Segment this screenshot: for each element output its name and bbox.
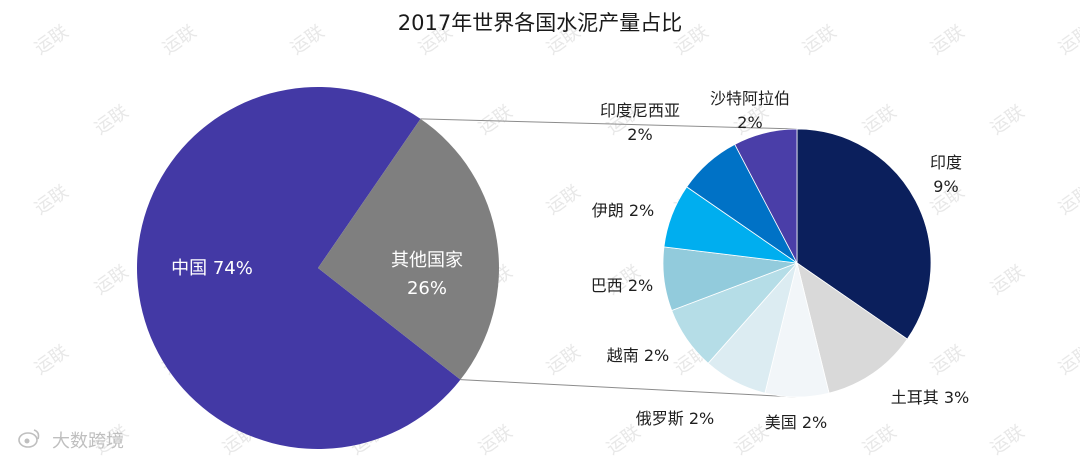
watermark-text: 运联	[927, 21, 969, 59]
slice-labels: 中国 74% 其他国家 26% 印度 9% 土耳其 3% 美国 2% 俄罗斯 2% 越南 2% 巴…	[171, 89, 969, 432]
main-pie-slice	[137, 86, 461, 449]
watermark-text: 运联	[287, 21, 329, 59]
watermark-text: 运联	[475, 421, 517, 459]
watermark-text: 运联	[159, 21, 201, 59]
watermark-text: 运联	[31, 181, 73, 219]
watermark-text: 运联	[91, 101, 133, 139]
detail-slice-label: 巴西 2%	[591, 276, 653, 295]
main-slice-value: 26%	[407, 278, 447, 299]
watermark-text: 运联	[987, 261, 1029, 299]
brand-watermark: 大数跨境	[18, 429, 124, 452]
watermark-text: 运联	[1055, 21, 1080, 59]
watermark-text: 运联	[859, 101, 901, 139]
watermark-text: 运联	[1055, 181, 1080, 219]
watermark-text: 运联	[927, 341, 969, 379]
detail-pie-slice	[796, 262, 908, 394]
main-slice-label: 其他国家	[391, 250, 463, 271]
connector-line-top	[420, 118, 798, 130]
detail-slice-label: 印度	[930, 153, 962, 172]
detail-slice-label: 越南 2%	[607, 346, 669, 365]
connector-lines	[420, 118, 798, 398]
connector-line-bottom	[460, 379, 798, 398]
detail-slice-label: 伊朗 2%	[592, 201, 654, 220]
detail-slice-value: 2%	[627, 125, 652, 144]
detail-slice-value: 2%	[737, 113, 762, 132]
brand-text: 大数跨境	[52, 431, 124, 452]
watermark-text: 运联	[543, 181, 585, 219]
detail-pie-slice	[796, 128, 932, 340]
main-pie-slice	[318, 118, 500, 380]
detail-pie-slice	[734, 128, 798, 264]
detail-slice-label: 美国 2%	[765, 413, 827, 432]
main-slice-label: 中国 74%	[171, 258, 253, 279]
watermark-text: 运联	[987, 421, 1029, 459]
detail-slice-value: 9%	[933, 177, 958, 196]
detail-pie	[662, 128, 932, 398]
watermark-text: 运联	[543, 341, 585, 379]
watermark-text: 运联	[859, 421, 901, 459]
watermark-text: 运联	[31, 21, 73, 59]
watermark-text: 运联	[987, 101, 1029, 139]
watermark-text: 运联	[91, 261, 133, 299]
watermark-text: 运联	[799, 21, 841, 59]
detail-slice-label: 俄罗斯 2%	[636, 409, 714, 428]
watermark-text: 运联	[31, 341, 73, 379]
detail-slice-label: 沙特阿拉伯	[710, 89, 790, 108]
chart-title: 2017年世界各国水泥产量占比	[398, 11, 682, 35]
main-pie	[137, 86, 500, 449]
watermark-text: 运联	[1055, 341, 1080, 379]
detail-slice-label: 印度尼西亚	[600, 101, 680, 120]
detail-slice-label: 土耳其 3%	[891, 388, 969, 407]
weibo-icon	[18, 429, 40, 448]
